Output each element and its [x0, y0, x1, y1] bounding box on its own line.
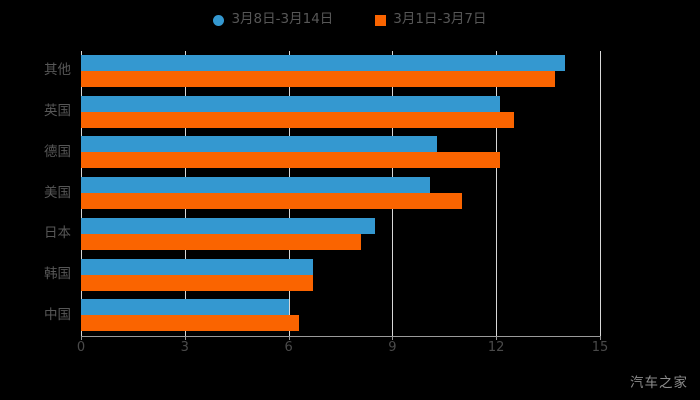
bar-series-1[interactable] — [81, 258, 313, 275]
bar-series-1[interactable] — [81, 177, 431, 194]
gridline-x-5 — [600, 51, 601, 336]
bar-series-1[interactable] — [81, 95, 500, 112]
bar-group — [81, 92, 600, 133]
circle-icon — [213, 14, 225, 26]
bar-series-1[interactable] — [81, 299, 289, 316]
y-axis-label: 中国 — [44, 306, 71, 323]
x-axis-label: 12 — [487, 340, 505, 355]
y-axis-labels: 其他英国德国美国日本韩国中国 — [0, 51, 71, 336]
bar-group — [81, 295, 600, 336]
y-axis-label: 日本 — [44, 225, 71, 242]
y-axis-label: 韩国 — [44, 265, 71, 282]
bar-group — [81, 173, 600, 214]
bar-series-1[interactable] — [81, 55, 566, 71]
chart-legend: 3月8日-3月14日 3月1日-3月7日 — [0, 8, 700, 32]
bar-group — [81, 214, 600, 255]
legend-item-series-1[interactable]: 3月8日-3月14日 — [213, 13, 333, 27]
bar-series-1[interactable] — [81, 136, 438, 153]
bar-series-2[interactable] — [81, 152, 500, 169]
x-tick-mark-0 — [81, 336, 82, 340]
x-axis-label: 9 — [388, 340, 397, 355]
square-icon — [375, 14, 387, 26]
plot-area — [81, 51, 601, 336]
bar-series-2[interactable] — [81, 315, 299, 332]
y-axis-label: 美国 — [44, 184, 71, 201]
bar-series-1[interactable] — [81, 217, 376, 234]
x-axis-label: 6 — [284, 340, 293, 355]
bar-group — [81, 132, 600, 173]
bar-series-2[interactable] — [81, 193, 462, 210]
x-axis-tick-labels: 0 3 6 9 12 15 — [0, 341, 700, 361]
watermark: 汽车之家 — [630, 374, 688, 391]
x-tick-mark-3 — [392, 336, 394, 340]
bar-series-2[interactable] — [81, 71, 556, 87]
bar-series-2[interactable] — [81, 233, 362, 250]
y-axis-label: 德国 — [44, 143, 71, 160]
legend-label-series-1: 3月8日-3月14日 — [231, 11, 334, 28]
x-tick-mark-1 — [184, 336, 186, 340]
x-axis-label: 15 — [591, 340, 609, 355]
x-tick-mark-2 — [288, 336, 290, 340]
bar-group — [81, 255, 600, 296]
gridline-x-4 — [496, 51, 498, 336]
bar-series-2[interactable] — [81, 111, 514, 128]
x-tick-mark-4 — [496, 336, 498, 340]
x-axis-label: 3 — [180, 340, 189, 355]
bar-series-2[interactable] — [81, 274, 313, 291]
bar-group — [81, 51, 600, 92]
y-axis-label: 其他 — [44, 62, 71, 79]
x-axis-label: 0 — [76, 340, 86, 355]
legend-item-series-2[interactable]: 3月1日-3月7日 — [375, 11, 487, 28]
x-axis-line — [81, 336, 600, 337]
legend-label-series-2: 3月1日-3月7日 — [393, 11, 487, 28]
y-axis-label: 英国 — [44, 103, 71, 120]
x-tick-mark-5 — [600, 336, 601, 340]
